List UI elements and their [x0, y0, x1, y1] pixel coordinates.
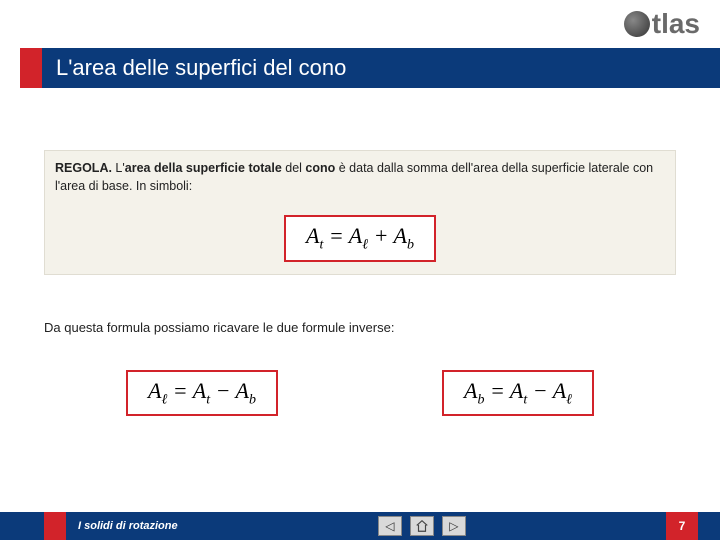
footer-section-title: I solidi di rotazione — [66, 520, 178, 532]
rule-paragraph: REGOLA. L'area della superficie totale d… — [55, 159, 665, 195]
formula-total-row: At = Aℓ + Ab — [55, 195, 665, 273]
nav-controls: ◁ ▷ — [178, 516, 666, 536]
formula-lateral: Aℓ = At − Ab — [126, 370, 278, 416]
footer-accent — [44, 512, 66, 540]
triangle-left-icon: ◁ — [385, 519, 394, 533]
formula-base: Ab = At − Aℓ — [442, 370, 594, 416]
triangle-right-icon: ▷ — [449, 519, 458, 533]
page-number: 7 — [666, 512, 698, 540]
next-button[interactable]: ▷ — [442, 516, 466, 536]
rule-panel: REGOLA. L'area della superficie totale d… — [44, 150, 676, 275]
formula-total: At = Aℓ + Ab — [284, 215, 436, 261]
rule-label: REGOLA. — [55, 161, 112, 175]
home-button[interactable] — [410, 516, 434, 536]
page-header: L'area delle superfici del cono — [20, 48, 720, 88]
home-icon — [415, 519, 429, 533]
inverse-intro: Da questa formula possiamo ricavare le d… — [44, 320, 394, 335]
inverse-formulas-row: Aℓ = At − Ab Ab = At − Aℓ — [44, 370, 676, 416]
logo-text: tlas — [652, 8, 700, 40]
header-accent — [20, 48, 42, 88]
prev-button[interactable]: ◁ — [378, 516, 402, 536]
globe-icon — [624, 11, 650, 37]
page-title: L'area delle superfici del cono — [42, 48, 720, 88]
page-footer: I solidi di rotazione ◁ ▷ 7 — [0, 512, 720, 540]
brand-logo: tlas — [624, 8, 700, 40]
